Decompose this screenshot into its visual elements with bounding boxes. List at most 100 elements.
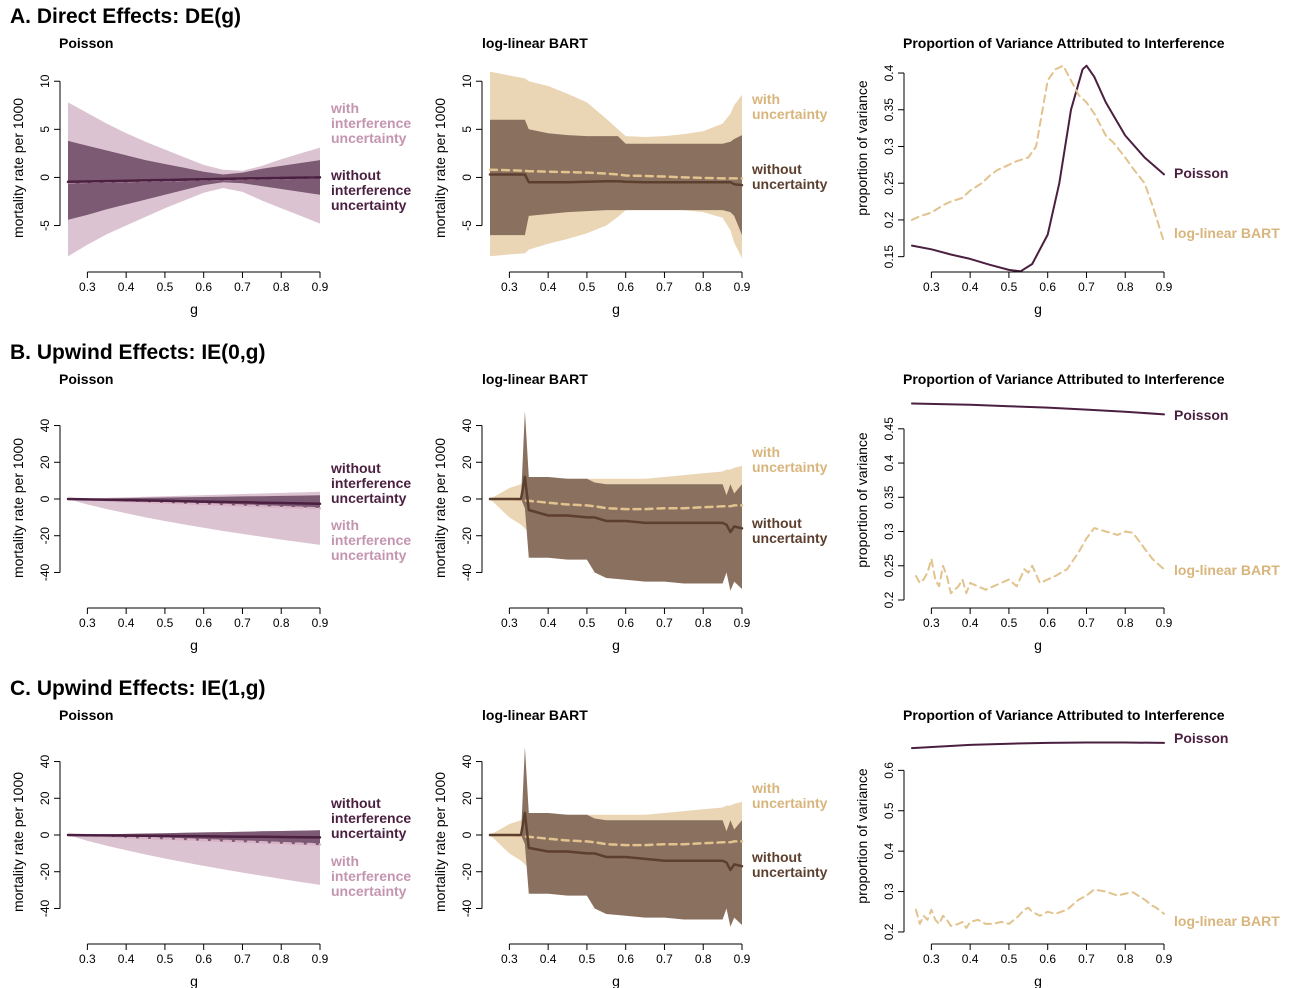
x-tick-label-a2: 0.6 (617, 280, 634, 294)
plot-b1-poisson: 0.3 0.4 0.5 0.6 0.7 0.8 0.9 -40 -20 0 20 40 (38, 419, 329, 630)
label-b2-with-line1: with (751, 444, 780, 460)
x-tick-label-a1: 0.7 (234, 280, 251, 294)
series-line-a1-3 (66, 176, 322, 184)
x-tick-label-a2: 0.9 (734, 280, 751, 294)
y-tick-label-c2: -20 (460, 863, 474, 881)
x-tick-label-c2: 0.9 (734, 952, 751, 966)
label-a3-bart: log-linear BART (1174, 225, 1280, 241)
y-tick-label-a3: 0.3 (882, 138, 896, 155)
x-tick-label-b3: 0.6 (1039, 616, 1056, 630)
x-axis-label-c2: g (612, 973, 620, 988)
series-line-a3-1 (911, 64, 1165, 243)
band-c1-1 (68, 830, 320, 846)
label-a1-with-line3: uncertainty (331, 130, 407, 146)
x-axis-label-b3: g (1034, 637, 1042, 653)
x-tick-label-a2: 0.3 (501, 280, 518, 294)
y-tick-label-b1: 0 (38, 495, 52, 502)
label-b1-without: without interference uncertainty (330, 460, 415, 506)
series-line-b3-1 (914, 527, 1165, 595)
panel-title-b1: Poisson (59, 371, 113, 387)
x-tick-label-b3: 0.9 (1156, 616, 1173, 630)
y-tick-label-b3: 0.25 (882, 554, 896, 578)
row-title-a: A. Direct Effects: DE(g) (10, 5, 241, 28)
x-tick-label-b3: 0.5 (1001, 616, 1018, 630)
label-b2-with-line2: uncertainty (752, 459, 828, 475)
label-b2-without-line2: uncertainty (752, 530, 828, 546)
x-tick-label-c2: 0.7 (656, 952, 673, 966)
x-tick-label-b1: 0.6 (195, 616, 212, 630)
y-tick-label-c2: 40 (460, 755, 474, 769)
y-tick-label-b2: -20 (460, 527, 474, 545)
y-tick-label-c3: 0.3 (882, 883, 896, 900)
y-tick-label-c1: -20 (38, 863, 52, 881)
plot-c1-poisson: 0.3 0.4 0.5 0.6 0.7 0.8 0.9 -40 -20 0 20 40 (38, 755, 329, 966)
series-line-c3-0 (911, 741, 1165, 750)
x-tick-label-a3: 0.9 (1156, 280, 1173, 294)
plot-c3-variance: 0.3 0.4 0.5 0.6 0.7 0.8 0.9 0.2 0.3 0.4 0.5 0.6 (882, 741, 1173, 966)
y-axis-label-c1: mortality rate per 1000 (10, 772, 26, 912)
label-b2-without-line1: without (751, 515, 802, 531)
y-axis-label-b3: proportion of variance (854, 432, 870, 568)
x-tick-label-b3: 0.4 (962, 616, 979, 630)
y-tick-label-b2: -40 (460, 563, 474, 581)
label-a1-with: with interference uncertainty (330, 100, 415, 146)
label-c1-without: without interference uncertainty (330, 795, 415, 841)
row-title-b: B. Upwind Effects: IE(0,g) (10, 341, 266, 364)
series-line-c2-2 (488, 833, 744, 847)
x-tick-label-a1: 0.4 (118, 280, 135, 294)
x-tick-label-c3: 0.5 (1001, 952, 1018, 966)
x-tick-label-b2: 0.8 (695, 616, 712, 630)
y-tick-label-c2: 20 (460, 791, 474, 805)
x-axis-label-b2: g (612, 637, 620, 653)
x-tick-label-c3: 0.3 (923, 952, 940, 966)
y-tick-label-a1: -5 (38, 220, 52, 231)
y-tick-label-a2: 5 (460, 126, 474, 133)
x-tick-label-a2: 0.5 (579, 280, 596, 294)
label-c2-without-line2: uncertainty (752, 864, 828, 880)
label-a2-without: without uncertainty (751, 161, 828, 192)
x-tick-label-b1: 0.7 (234, 616, 251, 630)
y-tick-label-b3: 0.45 (882, 417, 896, 441)
label-b1-without-line2: interference (331, 475, 411, 491)
x-tick-label-b2: 0.6 (617, 616, 634, 630)
x-tick-label-c1: 0.3 (79, 952, 96, 966)
label-b1-with-line2: interference (331, 532, 411, 548)
x-tick-label-a2: 0.4 (540, 280, 557, 294)
y-axis-label-b1: mortality rate per 1000 (10, 438, 26, 578)
y-tick-label-a2: 10 (460, 74, 474, 88)
x-tick-label-c1: 0.4 (118, 952, 135, 966)
y-tick-label-b1: 40 (38, 419, 52, 433)
x-axis-label-a1: g (190, 301, 198, 317)
label-b1-with-line3: uncertainty (331, 547, 407, 563)
x-tick-label-b2: 0.3 (501, 616, 518, 630)
x-tick-label-b1: 0.5 (157, 616, 174, 630)
series-line-b1-3 (66, 497, 322, 506)
x-tick-label-a3: 0.7 (1078, 280, 1095, 294)
y-tick-label-c3: 0.4 (882, 842, 896, 859)
label-c2-without: without uncertainty (751, 849, 828, 880)
y-axis-label-c2: mortality rate per 1000 (432, 772, 448, 912)
x-axis-label-a3: g (1034, 301, 1042, 317)
y-tick-label-c2: -40 (460, 899, 474, 917)
label-c3-bart: log-linear BART (1174, 913, 1280, 929)
label-a2-without-line2: uncertainty (752, 176, 828, 192)
label-b3-poisson: Poisson (1174, 407, 1228, 423)
x-tick-label-c1: 0.7 (234, 952, 251, 966)
x-tick-label-c1: 0.6 (195, 952, 212, 966)
y-tick-label-a3: 0.25 (882, 171, 896, 195)
x-tick-label-c3: 0.4 (962, 952, 979, 966)
label-b1-with: with interference uncertainty (330, 517, 415, 563)
x-tick-label-c2: 0.4 (540, 952, 557, 966)
y-tick-label-a3: 0.4 (882, 64, 896, 81)
panel-title-a3: Proportion of Variance Attributed to Int… (903, 35, 1225, 51)
y-tick-label-c1: 40 (38, 755, 52, 769)
y-tick-label-b1: -20 (38, 527, 52, 545)
y-axis-label-a2: mortality rate per 1000 (432, 98, 448, 238)
label-a2-with-line1: with (751, 91, 780, 107)
x-tick-label-a2: 0.7 (656, 280, 673, 294)
band-c1-0 (68, 830, 320, 885)
y-tick-label-b3: 0.4 (882, 454, 896, 471)
label-c2-without-line1: without (751, 849, 802, 865)
x-tick-label-c3: 0.7 (1078, 952, 1095, 966)
y-tick-label-b1: -40 (38, 563, 52, 581)
